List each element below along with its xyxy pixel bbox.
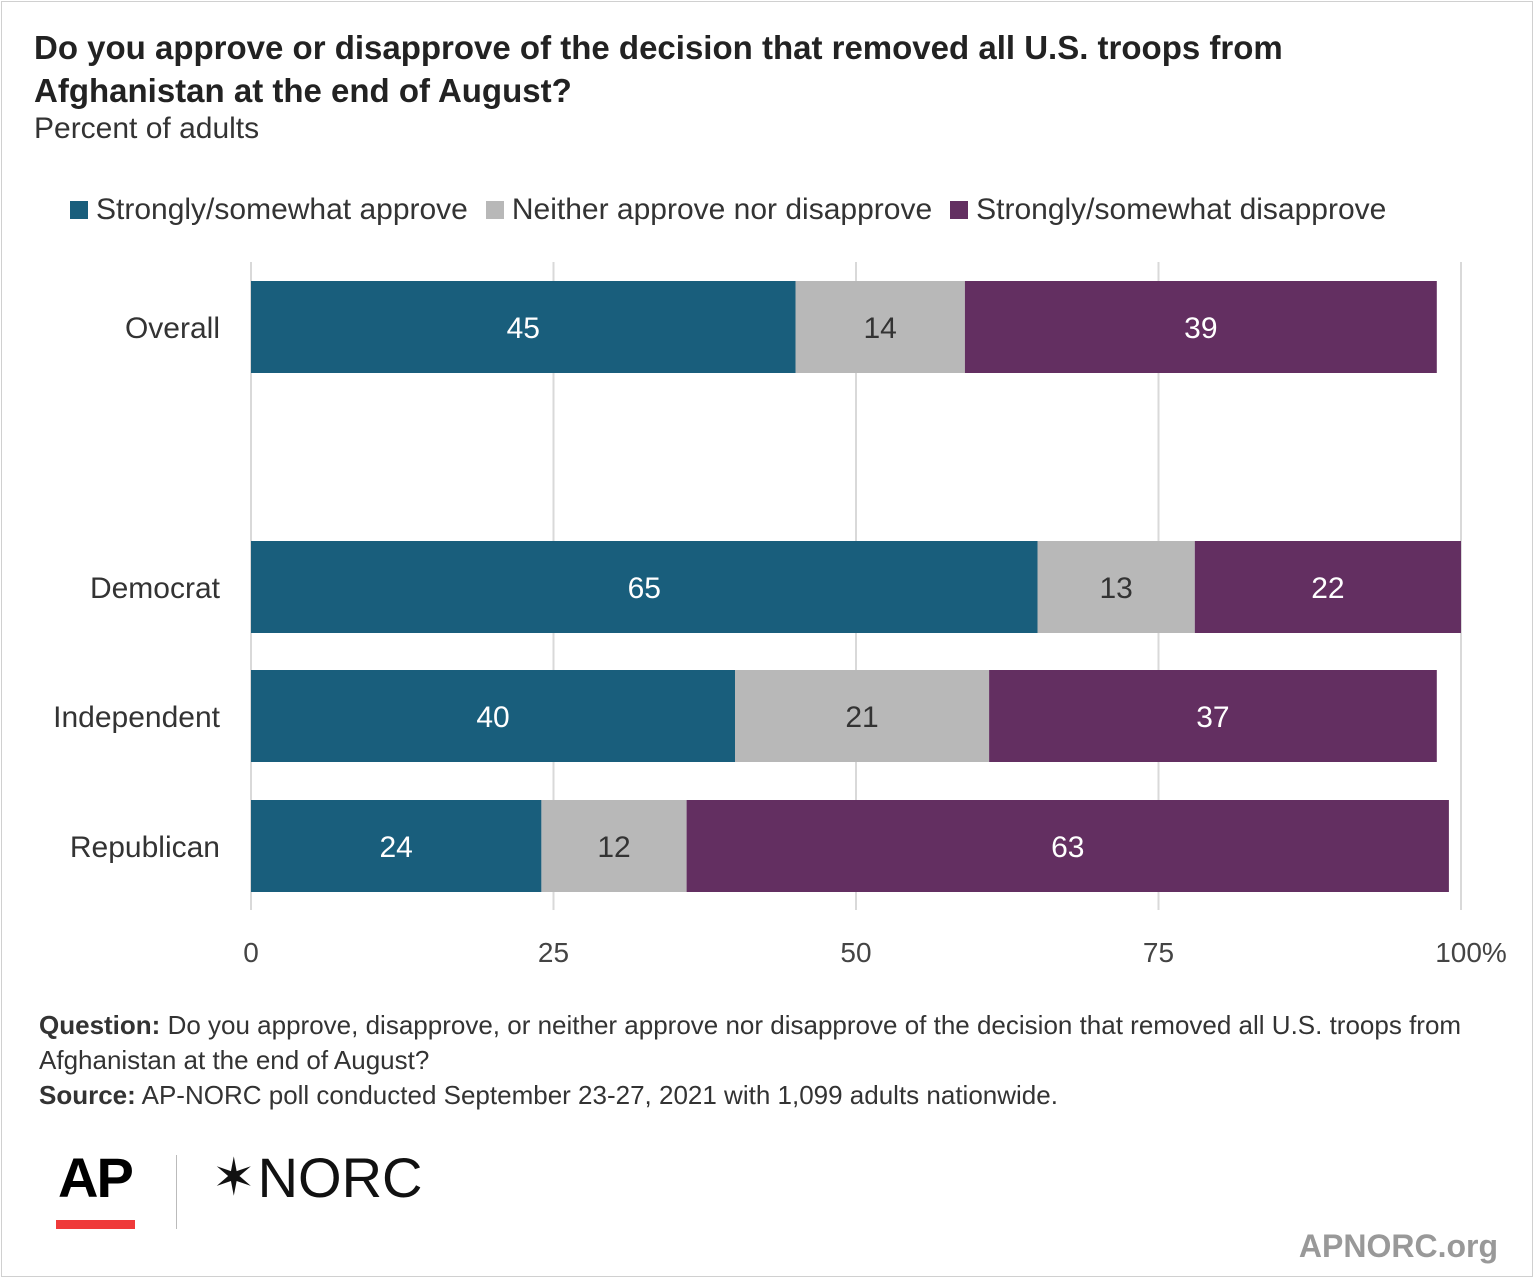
legend-swatch-approve bbox=[70, 201, 88, 219]
legend-item-approve: Strongly/somewhat approve bbox=[70, 193, 468, 227]
category-label-republican: Republican bbox=[70, 831, 220, 864]
bar-republican-series-0 bbox=[251, 800, 542, 892]
source-note: Source: AP-NORC poll conducted September… bbox=[39, 1078, 1489, 1113]
norc-logo: ✶ NORC bbox=[212, 1148, 422, 1208]
norc-star-icon: ✶ bbox=[212, 1149, 256, 1207]
question-note: Question: Do you approve, disapprove, or… bbox=[39, 1008, 1489, 1078]
site-url: APNORC.org bbox=[1298, 1228, 1498, 1264]
legend-swatch-neither bbox=[485, 201, 504, 219]
data-label-independent-series-0: 40 bbox=[476, 701, 509, 734]
bar-independent-series-2 bbox=[989, 670, 1437, 762]
data-label-republican-series-1: 12 bbox=[597, 831, 630, 864]
question-label: Question: bbox=[39, 1010, 161, 1040]
bar-republican-series-1 bbox=[541, 800, 687, 892]
bar-chart: 0 25 50 75 100% Overall 45 14 39 Democrat 65 13 22 In… bbox=[53, 262, 1507, 968]
legend-swatch-disapprove bbox=[950, 201, 969, 219]
category-label-democrat: Democrat bbox=[90, 572, 221, 605]
ap-logo: AP bbox=[58, 1146, 134, 1209]
bar-independent-series-0 bbox=[251, 670, 735, 762]
data-label-independent-series-2: 37 bbox=[1196, 701, 1229, 734]
logo-divider bbox=[176, 1155, 177, 1229]
data-label-democrat-series-0: 65 bbox=[628, 572, 661, 605]
source-label: Source: bbox=[39, 1080, 136, 1110]
data-label-independent-series-1: 21 bbox=[845, 701, 878, 734]
bar-democrat-series-2 bbox=[1194, 541, 1461, 633]
source-text: AP-NORC poll conducted September 23-27, … bbox=[141, 1080, 1058, 1110]
x-tick-label-100: 100% bbox=[1435, 937, 1507, 968]
bar-overall-series-2 bbox=[964, 281, 1437, 373]
bar-overall-series-0 bbox=[251, 281, 796, 373]
category-label-overall: Overall bbox=[125, 312, 220, 345]
bar-overall-series-1 bbox=[795, 281, 965, 373]
norc-logo-text: NORC bbox=[257, 1146, 423, 1209]
bar-independent-series-1 bbox=[735, 670, 990, 762]
legend-label-disapprove: Strongly/somewhat disapprove bbox=[976, 193, 1387, 226]
chart-title: Do you approve or disapprove of the deci… bbox=[34, 29, 1283, 109]
question-text: Do you approve, disapprove, or neither a… bbox=[39, 1010, 1462, 1075]
x-tick-label-75: 75 bbox=[1143, 937, 1174, 968]
bar-democrat-series-1 bbox=[1037, 541, 1195, 633]
legend-item-disapprove: Strongly/somewhat disapprove bbox=[950, 193, 1386, 227]
data-label-democrat-series-2: 22 bbox=[1311, 572, 1344, 605]
legend-item-neither: Neither approve nor disapprove bbox=[485, 193, 933, 227]
bar-democrat-series-0 bbox=[251, 541, 1038, 633]
legend-label-neither: Neither approve nor disapprove bbox=[511, 193, 933, 226]
data-label-overall-series-1: 14 bbox=[864, 312, 897, 345]
x-tick-label-25: 25 bbox=[538, 937, 569, 968]
legend: Strongly/somewhat approve Neither approv… bbox=[70, 190, 1404, 230]
data-label-overall-series-2: 39 bbox=[1184, 312, 1217, 345]
ap-logo-underline bbox=[56, 1220, 135, 1229]
data-label-republican-series-0: 24 bbox=[380, 831, 413, 864]
category-label-independent: Independent bbox=[53, 701, 220, 734]
data-label-republican-series-2: 63 bbox=[1051, 831, 1084, 864]
legend-label-approve: Strongly/somewhat approve bbox=[96, 193, 468, 226]
chart-subtitle: Percent of adults bbox=[34, 112, 260, 145]
x-tick-label-50: 50 bbox=[840, 937, 871, 968]
data-label-overall-series-0: 45 bbox=[507, 312, 540, 345]
data-label-democrat-series-1: 13 bbox=[1099, 572, 1132, 605]
chart-notes: Question: Do you approve, disapprove, or… bbox=[39, 1008, 1489, 1113]
bar-republican-series-2 bbox=[686, 800, 1449, 892]
x-tick-label-0: 0 bbox=[243, 937, 259, 968]
